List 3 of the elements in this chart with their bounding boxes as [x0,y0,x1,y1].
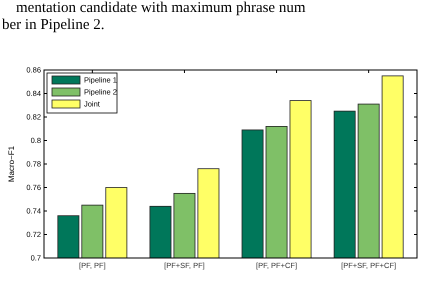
y-axis-title: Macro−F1 [7,145,16,182]
text: ber in Pipeline 2. [2,17,104,33]
text: mentation candidate with maximum phrase num [16,0,306,16]
